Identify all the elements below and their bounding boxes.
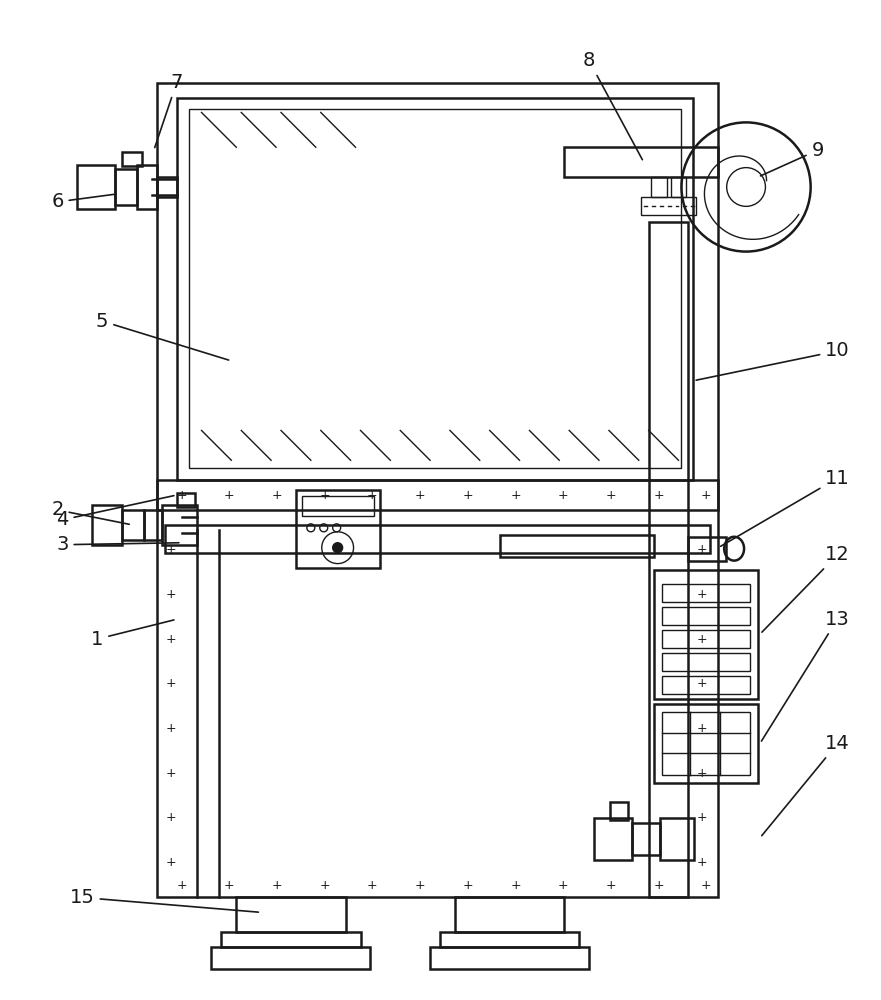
Text: 5: 5 bbox=[96, 312, 229, 360]
Text: +: + bbox=[166, 677, 176, 690]
Text: +: + bbox=[176, 489, 187, 502]
Bar bbox=[662, 607, 750, 625]
Text: 3: 3 bbox=[56, 535, 179, 554]
Text: 14: 14 bbox=[762, 734, 850, 836]
Text: +: + bbox=[320, 489, 330, 502]
Text: +: + bbox=[510, 879, 521, 892]
Circle shape bbox=[333, 543, 343, 553]
Bar bbox=[654, 704, 758, 783]
Text: +: + bbox=[224, 879, 234, 892]
Text: +: + bbox=[697, 811, 707, 824]
Text: 4: 4 bbox=[56, 496, 174, 529]
Bar bbox=[670, 177, 686, 197]
Bar bbox=[122, 152, 142, 166]
Text: +: + bbox=[415, 489, 426, 502]
Bar bbox=[137, 165, 157, 209]
Text: +: + bbox=[697, 588, 707, 601]
Bar bbox=[162, 505, 196, 545]
Text: +: + bbox=[510, 489, 521, 502]
Text: +: + bbox=[697, 767, 707, 780]
Text: +: + bbox=[701, 879, 712, 892]
Bar bbox=[662, 676, 750, 694]
Bar bbox=[651, 177, 667, 197]
Bar bbox=[640, 197, 696, 215]
Bar bbox=[430, 947, 589, 969]
Text: +: + bbox=[166, 588, 176, 601]
Text: 8: 8 bbox=[583, 51, 642, 160]
Text: 11: 11 bbox=[721, 469, 850, 546]
Text: +: + bbox=[415, 879, 426, 892]
Text: +: + bbox=[224, 489, 234, 502]
Text: +: + bbox=[654, 489, 664, 502]
Text: +: + bbox=[166, 722, 176, 735]
Text: +: + bbox=[463, 879, 473, 892]
Text: +: + bbox=[654, 879, 664, 892]
Text: +: + bbox=[271, 879, 282, 892]
Text: +: + bbox=[558, 879, 568, 892]
Bar bbox=[157, 480, 718, 510]
Bar bbox=[688, 537, 726, 561]
Text: +: + bbox=[166, 856, 176, 869]
Bar bbox=[610, 802, 628, 820]
Bar bbox=[632, 823, 660, 855]
Text: 1: 1 bbox=[91, 620, 174, 649]
Bar bbox=[594, 818, 632, 860]
Bar bbox=[455, 897, 564, 932]
Text: +: + bbox=[697, 543, 707, 556]
Bar bbox=[660, 818, 694, 860]
Bar bbox=[662, 630, 750, 648]
Bar bbox=[440, 932, 579, 947]
Text: +: + bbox=[558, 489, 568, 502]
Bar bbox=[144, 510, 162, 540]
Bar bbox=[157, 83, 718, 897]
Bar bbox=[221, 932, 360, 947]
Text: +: + bbox=[367, 489, 378, 502]
Bar bbox=[500, 535, 654, 557]
Bar bbox=[93, 505, 122, 545]
Bar bbox=[654, 570, 758, 699]
Bar bbox=[177, 493, 195, 507]
Text: 12: 12 bbox=[762, 545, 850, 632]
Bar bbox=[177, 98, 693, 480]
Bar bbox=[189, 109, 682, 468]
Text: 2: 2 bbox=[51, 500, 130, 524]
Text: +: + bbox=[176, 879, 187, 892]
Bar bbox=[302, 496, 374, 516]
Bar bbox=[122, 510, 144, 540]
Text: +: + bbox=[166, 633, 176, 646]
Bar bbox=[157, 177, 177, 197]
Bar bbox=[662, 584, 750, 602]
Text: 13: 13 bbox=[761, 610, 850, 741]
Text: +: + bbox=[271, 489, 282, 502]
Text: 15: 15 bbox=[70, 888, 258, 912]
Bar bbox=[211, 947, 370, 969]
Text: +: + bbox=[605, 489, 616, 502]
Text: +: + bbox=[166, 543, 176, 556]
Bar bbox=[564, 147, 718, 177]
Text: 9: 9 bbox=[760, 141, 824, 176]
Text: +: + bbox=[701, 489, 712, 502]
Bar bbox=[662, 712, 750, 775]
Bar bbox=[165, 525, 710, 553]
Text: 7: 7 bbox=[155, 73, 183, 148]
Bar bbox=[115, 169, 137, 205]
Text: +: + bbox=[605, 879, 616, 892]
Bar bbox=[648, 222, 688, 897]
Text: +: + bbox=[166, 767, 176, 780]
Text: +: + bbox=[697, 677, 707, 690]
Text: +: + bbox=[463, 489, 473, 502]
Text: +: + bbox=[697, 722, 707, 735]
Bar bbox=[296, 490, 381, 568]
Bar bbox=[662, 653, 750, 671]
Text: +: + bbox=[367, 879, 378, 892]
Text: +: + bbox=[320, 879, 330, 892]
Text: 6: 6 bbox=[51, 192, 115, 211]
Bar bbox=[78, 165, 115, 209]
Text: +: + bbox=[697, 633, 707, 646]
Text: +: + bbox=[697, 856, 707, 869]
Bar bbox=[236, 897, 345, 932]
Text: 10: 10 bbox=[696, 341, 850, 380]
Text: +: + bbox=[166, 811, 176, 824]
